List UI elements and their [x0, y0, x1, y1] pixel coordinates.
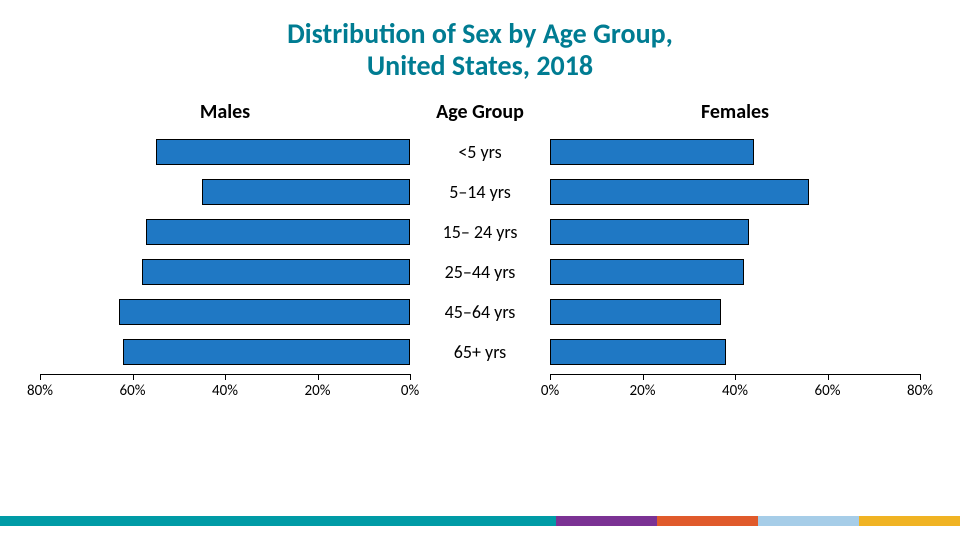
stripe-segment: [657, 516, 758, 526]
axis-tick-label: 80%: [907, 382, 933, 400]
pyramid-chart: Males Age Group Females <5 yrs 5–14 yrs 15…: [20, 100, 940, 440]
female-bar: [550, 299, 721, 325]
axis-tick-label: 60%: [120, 382, 146, 400]
age-group-label: 15– 24 yrs: [410, 221, 550, 243]
bar-row: 45–64 yrs: [20, 292, 940, 332]
title-line-2: United States, 2018: [367, 48, 593, 83]
axis-tick: [40, 374, 41, 380]
age-group-label: 45–64 yrs: [410, 301, 550, 323]
female-bar: [550, 259, 744, 285]
male-bar: [156, 139, 410, 165]
axis-tick-label: 0%: [541, 382, 559, 400]
axis-tick-label: 60%: [815, 382, 841, 400]
x-axis-females: 0%20%40%60%80%: [550, 374, 920, 408]
male-bar: [146, 219, 410, 245]
axis-tick: [828, 374, 829, 380]
column-headers: Males Age Group Females: [20, 100, 940, 124]
x-axes: 0% 20% 40% 60% 80% 0% 20% 40% 60% 80%: [20, 374, 940, 408]
bar-rows: <5 yrs 5–14 yrs 15– 24 yrs 25–44 yrs 45–64 y…: [20, 132, 940, 372]
male-bar: [202, 179, 410, 205]
axis-tick: [318, 374, 319, 380]
bar-row: 25–44 yrs: [20, 252, 940, 292]
header-males: Males: [40, 100, 410, 124]
axis-tick: [410, 374, 411, 380]
axis-tick-label: 80%: [27, 382, 53, 400]
male-bar: [119, 299, 410, 325]
axis-tick: [225, 374, 226, 380]
male-bar: [142, 259, 410, 285]
x-axis-males: 0%20%40%60%80%: [40, 374, 410, 408]
age-group-label: 5–14 yrs: [410, 181, 550, 203]
axis-tick-label: 0%: [401, 382, 419, 400]
title-line-1: Distribution of Sex by Age Group,: [287, 16, 673, 51]
stripe-segment: [556, 516, 657, 526]
bar-row: 15– 24 yrs: [20, 212, 940, 252]
female-bar: [550, 339, 726, 365]
axis-tick-label: 40%: [212, 382, 238, 400]
axis-tick-label: 20%: [630, 382, 656, 400]
axis-tick: [550, 374, 551, 380]
female-bar: [550, 139, 754, 165]
chart-title: Distribution of Sex by Age Group, United…: [0, 0, 960, 82]
header-females: Females: [550, 100, 920, 124]
male-bar: [123, 339, 410, 365]
female-bar: [550, 219, 749, 245]
stripe-segment: [0, 516, 556, 526]
bar-row: <5 yrs: [20, 132, 940, 172]
axis-tick: [735, 374, 736, 380]
stripe-segment: [859, 516, 960, 526]
header-age-group: Age Group: [410, 100, 550, 124]
female-bar: [550, 179, 809, 205]
stripe-segment: [758, 516, 859, 526]
axis-tick: [920, 374, 921, 380]
axis-tick: [643, 374, 644, 380]
age-group-label: <5 yrs: [410, 141, 550, 163]
age-group-label: 25–44 yrs: [410, 261, 550, 283]
age-group-label: 65+ yrs: [410, 341, 550, 363]
axis-tick-label: 20%: [305, 382, 331, 400]
axis-tick: [133, 374, 134, 380]
bar-row: 5–14 yrs: [20, 172, 940, 212]
bar-row: 65+ yrs: [20, 332, 940, 372]
axis-tick-label: 40%: [722, 382, 748, 400]
footer-color-stripe: [0, 516, 960, 526]
